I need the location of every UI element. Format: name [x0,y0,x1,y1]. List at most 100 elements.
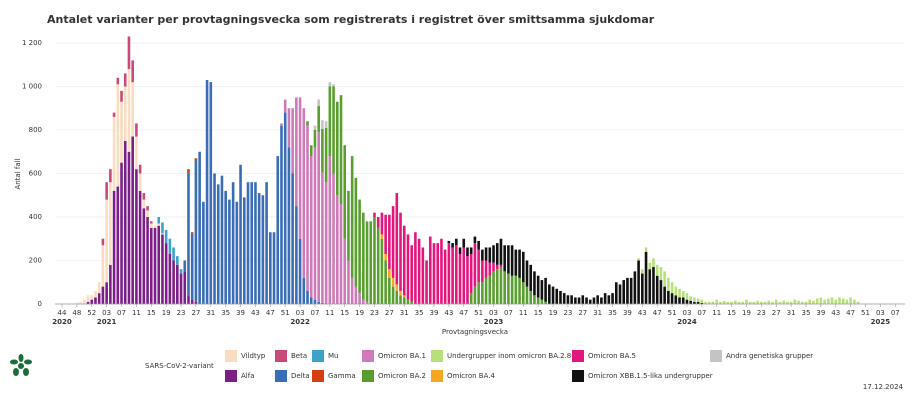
legend-label: Omicron BA.1 [378,352,426,360]
bar-segment [190,234,194,300]
x-tick-label: 39 [430,309,439,317]
bar-segment [94,297,97,304]
bar-segment [674,286,678,296]
bar-segment [380,238,384,304]
x-tick-label: 27 [578,309,587,317]
bar-segment [548,284,551,304]
bar-segment [127,69,131,152]
legend-label: Omicron BA.5 [588,352,636,360]
y-tick-label: 200 [29,257,42,265]
bar-segment [644,247,648,252]
bar-segment [458,253,462,304]
bar-segment [276,156,280,304]
bar-segment [343,145,347,239]
bar-segment [350,156,354,278]
bar-segment [369,221,373,304]
bar-segment [86,301,90,304]
bar-segment [399,212,402,291]
bar-segment [187,173,190,296]
bar-segment [313,130,317,148]
bar-segment [774,299,778,304]
bar-segment [149,223,153,228]
bar-segment [410,245,413,302]
bar-segment [525,286,529,304]
x-tick-label: 44 [58,309,67,317]
bar-segment [689,296,692,301]
bar-segment [157,217,161,224]
bar-segment [112,112,116,117]
bar-segment [592,297,596,304]
bar-segment [626,277,629,304]
x-tick-label: 07 [310,309,319,317]
bar-segment [328,86,332,157]
bar-segment [544,277,547,302]
legend-swatch [225,350,237,362]
bar-segment [492,245,495,263]
bar-segment [298,238,302,304]
bar-segment [380,234,384,239]
bar-segment [406,299,410,304]
bar-segment [146,210,149,217]
bar-segment [365,221,369,302]
bar-segment [142,199,146,209]
bar-segment [321,172,324,303]
bar-segment [239,164,242,304]
bar-segment [343,238,347,304]
bar-segment [153,227,157,304]
x-tick-label: 43 [444,309,453,317]
x-tick-label: 19 [355,309,364,317]
bar-segment [179,269,183,274]
bar-segment [741,301,745,304]
bar-segment [574,297,577,304]
bar-segment [116,84,120,187]
bar-segment [763,301,767,304]
bar-segment [146,206,149,211]
x-tick-label: 11 [712,309,721,317]
bar-segment [644,251,648,304]
bar-segment [481,282,484,304]
bar-segment [745,299,748,304]
bar-segment [533,295,536,304]
bar-segment [581,295,585,304]
bar-segment [715,299,719,304]
bar-segment [135,169,138,304]
x-tick-label: 15 [727,309,736,317]
bar-segment [176,264,179,304]
x-tick-label: 15 [340,309,349,317]
bar-segment [313,299,317,304]
bar-segment [529,290,533,304]
bar-segment [786,301,789,304]
bar-segment [321,128,324,173]
bar-segment [172,247,175,261]
bar-segment [641,273,644,304]
bar-segment [358,199,361,294]
x-tick-label: 47 [266,309,275,317]
legend-label: Mu [328,352,338,360]
bar-segment [614,282,618,304]
bar-segment [756,300,759,304]
bar-segment [198,151,201,304]
bar-segment [417,238,421,304]
bar-segment [477,240,480,250]
x-tick-label: 23 [177,309,186,317]
bar-segment [399,290,402,296]
bar-segment [521,282,525,304]
bar-segment [641,269,644,274]
legend-swatch [225,370,237,382]
bar-segment [603,293,607,304]
bar-segment [462,247,466,304]
bar-segment [830,297,834,304]
bar-segment [540,280,544,300]
bar-segment [607,295,611,304]
bar-segment [235,201,239,304]
bar-segment [123,140,127,304]
bar-segment [670,293,674,304]
bar-segment [183,260,187,272]
bar-segment [570,295,573,304]
bar-segment [317,301,320,304]
x-tick-label: 47 [459,309,468,317]
bar-segment [306,290,309,304]
bar-segment [402,297,406,304]
x-tick-label: 51 [861,309,870,317]
bar-segment [391,206,395,278]
